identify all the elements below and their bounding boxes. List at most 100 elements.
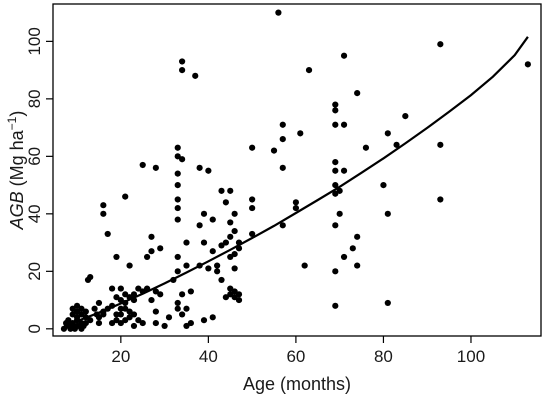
data-point	[231, 265, 238, 272]
data-point	[91, 305, 98, 312]
data-point	[332, 222, 339, 229]
data-point	[183, 239, 190, 246]
data-point	[332, 107, 339, 114]
data-point	[218, 242, 225, 249]
data-point	[235, 296, 243, 304]
data-point	[152, 288, 159, 295]
data-point	[332, 167, 339, 174]
data-point	[113, 294, 120, 301]
data-point	[249, 204, 256, 212]
data-point	[332, 158, 339, 166]
y-tick-label: 40	[25, 204, 44, 223]
data-point	[148, 233, 155, 240]
data-point	[340, 253, 348, 261]
data-points	[60, 9, 531, 332]
data-point	[384, 299, 391, 307]
data-point	[187, 288, 194, 295]
data-point	[187, 319, 194, 327]
data-point	[340, 52, 348, 59]
data-point	[279, 164, 286, 171]
data-point	[78, 311, 85, 318]
data-point	[174, 216, 181, 223]
data-point	[148, 296, 155, 304]
data-point	[354, 90, 361, 97]
data-point	[113, 317, 120, 324]
data-point	[205, 167, 212, 174]
y-axis-title-sup: −1	[5, 116, 19, 130]
data-point	[227, 291, 234, 298]
data-point	[218, 187, 225, 194]
data-point	[218, 276, 225, 284]
data-point	[179, 311, 186, 318]
data-point	[332, 181, 339, 189]
plot-frame	[52, 3, 542, 337]
data-point	[292, 204, 300, 212]
data-point	[126, 262, 133, 269]
data-point	[95, 314, 103, 321]
data-point	[214, 262, 221, 269]
data-point	[122, 305, 129, 312]
data-point	[196, 164, 203, 171]
y-axis-title: AGB (Mg ha−1)	[5, 111, 27, 231]
data-point	[384, 210, 391, 217]
data-point	[108, 285, 116, 292]
data-point	[135, 285, 142, 292]
data-point	[130, 311, 138, 318]
data-point	[73, 314, 81, 321]
data-point	[126, 308, 133, 315]
data-point	[126, 314, 133, 321]
data-point	[249, 144, 256, 151]
data-point	[148, 248, 155, 255]
data-point	[336, 187, 343, 194]
fit-curve	[63, 36, 529, 327]
data-point	[222, 199, 229, 206]
data-point	[209, 314, 216, 321]
data-point	[73, 308, 81, 315]
data-point	[117, 285, 124, 292]
data-point	[183, 322, 190, 330]
data-point	[227, 285, 234, 292]
data-point	[200, 210, 208, 217]
data-point	[130, 322, 138, 330]
data-point	[183, 305, 190, 312]
data-point	[332, 101, 339, 108]
data-point	[161, 322, 168, 330]
data-point	[384, 130, 391, 137]
data-point	[249, 230, 256, 238]
data-point	[200, 317, 208, 324]
data-point	[227, 219, 234, 226]
data-point	[209, 216, 216, 223]
y-tick-label: 60	[25, 147, 44, 166]
x-tick-label: 20	[111, 347, 130, 366]
data-point	[437, 196, 444, 203]
data-point	[380, 181, 387, 189]
data-point	[78, 305, 85, 312]
data-point	[69, 305, 76, 312]
x-tick-label: 100	[457, 347, 485, 366]
data-point	[82, 319, 89, 327]
data-point	[117, 305, 124, 312]
data-point	[174, 305, 181, 312]
data-point	[231, 210, 238, 217]
data-point	[165, 314, 173, 321]
data-point	[174, 181, 181, 189]
data-point	[73, 302, 81, 309]
data-point	[524, 61, 531, 68]
data-point	[152, 164, 159, 171]
data-point	[227, 253, 234, 261]
x-tick-label: 40	[199, 347, 218, 366]
data-point	[196, 222, 203, 229]
data-point	[95, 319, 103, 327]
data-point	[174, 268, 181, 275]
data-point	[87, 317, 94, 324]
data-point	[192, 72, 199, 79]
data-point	[437, 41, 444, 48]
data-point	[65, 317, 72, 324]
data-point	[174, 170, 181, 177]
data-point	[275, 9, 282, 16]
data-point	[340, 121, 348, 128]
data-point	[279, 135, 286, 143]
y-axis-title-italic: AGB	[7, 191, 27, 230]
data-point	[135, 317, 142, 324]
data-point	[82, 308, 89, 315]
